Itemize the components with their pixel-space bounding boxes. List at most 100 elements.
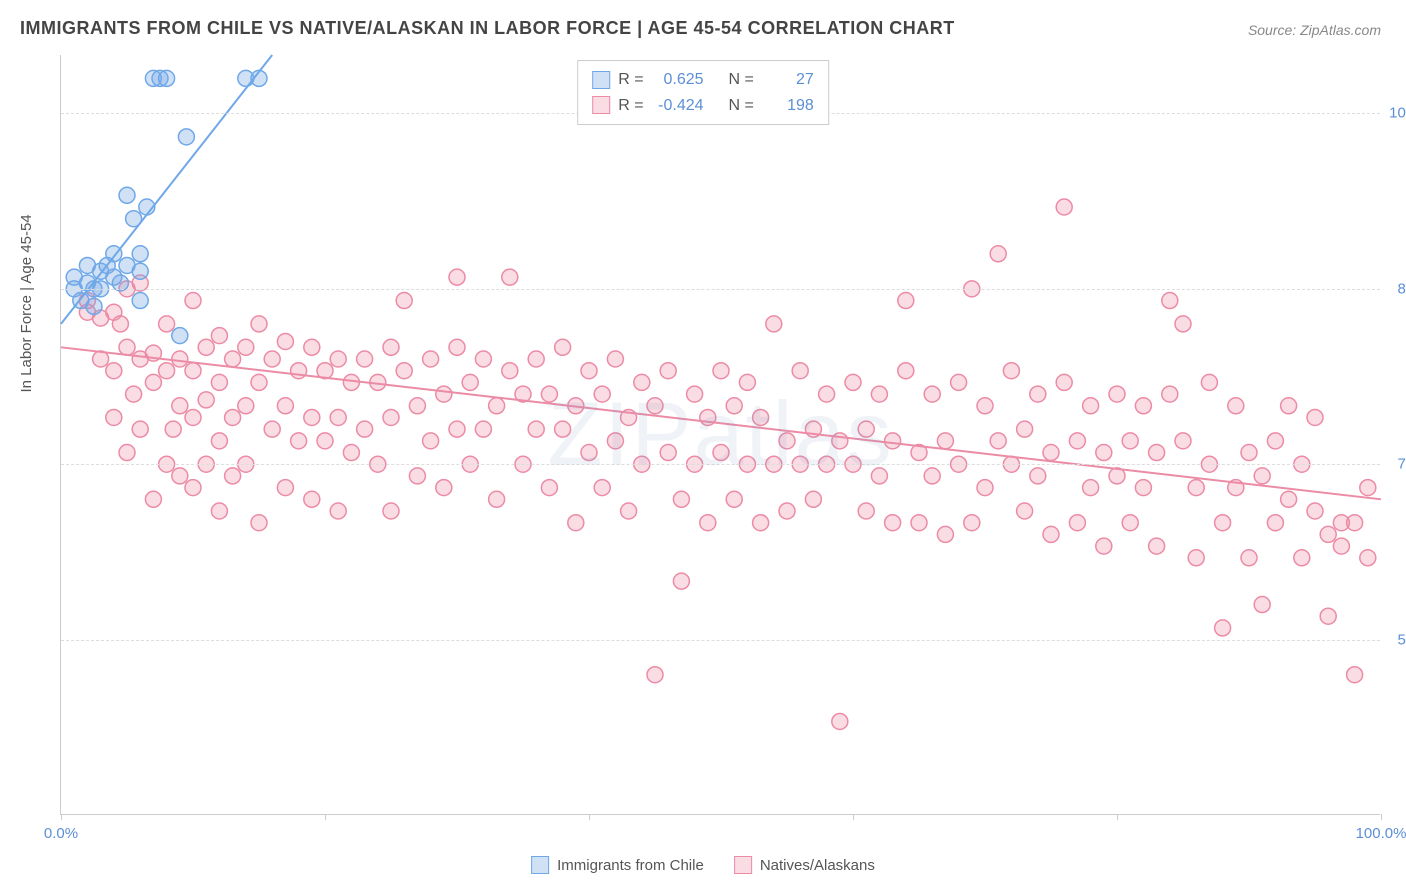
x-tick (853, 814, 854, 820)
scatter-point (726, 398, 742, 414)
scatter-point (594, 386, 610, 402)
x-tick (325, 814, 326, 820)
scatter-point (1175, 433, 1191, 449)
legend-correlation-row: R =-0.424 N =198 (592, 93, 814, 119)
scatter-point (383, 409, 399, 425)
scatter-point (1083, 398, 1099, 414)
scatter-point (475, 351, 491, 367)
scatter-point (647, 667, 663, 683)
legend-series-label: Immigrants from Chile (557, 857, 704, 874)
scatter-point (396, 293, 412, 309)
scatter-point (1360, 550, 1376, 566)
scatter-point (805, 491, 821, 507)
scatter-point (86, 298, 102, 314)
scatter-point (106, 363, 122, 379)
scatter-point (885, 515, 901, 531)
scatter-point (753, 515, 769, 531)
scatter-point (1162, 293, 1178, 309)
scatter-point (1188, 480, 1204, 496)
scatter-point (291, 433, 307, 449)
scatter-point (172, 468, 188, 484)
scatter-point (251, 316, 267, 332)
scatter-point (489, 398, 505, 414)
legend-swatch (592, 96, 610, 114)
x-tick (1117, 814, 1118, 820)
scatter-point (634, 374, 650, 390)
scatter-point (647, 398, 663, 414)
scatter-point (660, 445, 676, 461)
y-tick-label: 55.0% (1385, 631, 1406, 648)
legend-n-value: 27 (762, 67, 814, 93)
legend-r-value: -0.424 (652, 93, 704, 119)
scatter-point (858, 503, 874, 519)
scatter-point (225, 468, 241, 484)
scatter-point (304, 491, 320, 507)
scatter-point (198, 392, 214, 408)
scatter-point (264, 421, 280, 437)
scatter-point (211, 503, 227, 519)
scatter-point (1043, 445, 1059, 461)
scatter-point (1122, 515, 1138, 531)
scatter-point (871, 468, 887, 484)
correlation-legend: R =0.625 N =27R =-0.424 N =198 (577, 60, 829, 125)
scatter-point (594, 480, 610, 496)
scatter-point (541, 480, 557, 496)
scatter-point (225, 351, 241, 367)
legend-swatch (734, 856, 752, 874)
y-axis-label: In Labor Force | Age 45-54 (18, 214, 35, 392)
scatter-point (330, 351, 346, 367)
scatter-point (436, 480, 452, 496)
legend-n-label: N = (728, 93, 753, 119)
scatter-point (555, 339, 571, 355)
scatter-point (687, 386, 703, 402)
scatter-point (1135, 480, 1151, 496)
gridline (61, 464, 1380, 465)
scatter-point (132, 246, 148, 262)
scatter-point (1320, 608, 1336, 624)
scatter-point (1056, 374, 1072, 390)
scatter-point (700, 515, 716, 531)
scatter-point (185, 293, 201, 309)
scatter-point (832, 433, 848, 449)
scatter-point (185, 409, 201, 425)
source-attribution: Source: ZipAtlas.com (1248, 22, 1381, 38)
scatter-point (357, 421, 373, 437)
scatter-point (1122, 433, 1138, 449)
scatter-point (1149, 538, 1165, 554)
scatter-point (1254, 597, 1270, 613)
scatter-point (1096, 538, 1112, 554)
scatter-point (1347, 667, 1363, 683)
legend-correlation-row: R =0.625 N =27 (592, 67, 814, 93)
scatter-point (621, 503, 637, 519)
scatter-point (858, 421, 874, 437)
scatter-point (1017, 503, 1033, 519)
scatter-point (779, 433, 795, 449)
scatter-point (383, 503, 399, 519)
y-tick-label: 100.0% (1385, 105, 1406, 122)
scatter-point (119, 187, 135, 203)
scatter-point (1307, 503, 1323, 519)
scatter-point (898, 363, 914, 379)
scatter-point (1149, 445, 1165, 461)
scatter-point (832, 713, 848, 729)
scatter-point (990, 433, 1006, 449)
scatter-point (172, 328, 188, 344)
scatter-point (357, 351, 373, 367)
scatter-point (581, 363, 597, 379)
scatter-point (238, 339, 254, 355)
scatter-point (1017, 421, 1033, 437)
scatter-point (475, 421, 491, 437)
scatter-point (126, 386, 142, 402)
scatter-point (660, 363, 676, 379)
scatter-point (1228, 398, 1244, 414)
scatter-point (159, 70, 175, 86)
legend-series-item: Natives/Alaskans (734, 856, 875, 874)
scatter-point (159, 316, 175, 332)
scatter-point (409, 468, 425, 484)
scatter-point (1175, 316, 1191, 332)
scatter-point (119, 445, 135, 461)
scatter-point (159, 363, 175, 379)
scatter-point (871, 386, 887, 402)
scatter-svg (61, 55, 1380, 814)
scatter-point (1083, 480, 1099, 496)
